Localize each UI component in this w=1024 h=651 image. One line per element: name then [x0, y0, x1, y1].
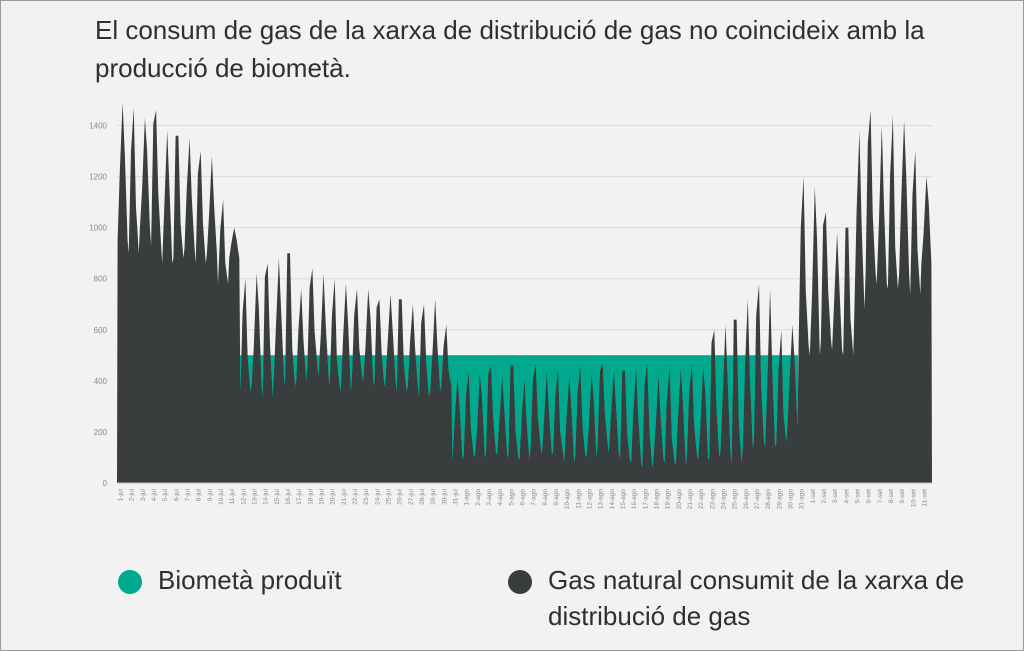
y-tick-label: 800 [94, 275, 108, 284]
x-tick-label: 28-ago [765, 489, 772, 510]
x-tick-label: 7-set [877, 489, 884, 504]
x-tick-label: 10-jul [218, 488, 225, 504]
x-tick-label: 25-jul [386, 488, 393, 504]
x-tick-label: 12-jul [240, 488, 247, 504]
x-tick-label: 3-set [832, 489, 839, 504]
x-tick-label: 3-jul [140, 488, 147, 501]
x-tick-label: 26-ago [743, 489, 750, 510]
x-tick-label: 23-jul [363, 488, 370, 504]
x-tick-label: 12-ago [587, 489, 594, 510]
x-tick-label: 2-jul [129, 488, 136, 501]
x-tick-label: 4-set [843, 489, 850, 504]
y-tick-label: 1200 [89, 173, 107, 182]
x-tick-label: 11-ago [575, 489, 582, 509]
legend-swatch-natural-gas [508, 570, 532, 594]
x-tick-label: 19-jul [319, 488, 326, 504]
x-tick-label: 4-jul [151, 488, 158, 501]
x-tick-label: 28-jul [419, 488, 426, 504]
y-tick-label: 400 [94, 377, 108, 386]
x-tick-label: 1-set [810, 489, 817, 504]
x-tick-label: 30-jul [441, 488, 448, 504]
x-tick-label: 8-ago [542, 489, 549, 506]
x-tick-label: 11-jul [229, 488, 236, 504]
x-tick-label: 8-set [888, 489, 895, 504]
x-tick-label: 17-jul [296, 488, 303, 504]
x-tick-label: 1-ago [464, 489, 471, 506]
x-tick-label: 27-jul [408, 488, 415, 504]
x-tick-label: 18-jul [307, 488, 314, 504]
x-tick-label: 14-ago [609, 489, 616, 510]
x-tick-label: 2-ago [475, 489, 482, 506]
x-tick-label: 10-set [910, 489, 917, 507]
natural-gas-area [117, 102, 932, 483]
x-tick-label: 20-ago [676, 489, 683, 510]
chart-title: El consum de gas de la xarxa de distribu… [95, 15, 925, 83]
legend-label-biomethane: Biometà produït [158, 565, 342, 595]
x-tick-label: 5-jul [162, 488, 169, 501]
x-tick-label: 16-jul [285, 488, 292, 504]
legend-item-natural-gas: Gas natural consumit de la xarxa de dist… [508, 565, 978, 634]
x-tick-label: 15-ago [620, 489, 627, 510]
x-tick-label: 24-jul [374, 488, 381, 504]
x-tick-label: 30-ago [787, 489, 794, 510]
x-tick-label: 13-ago [598, 489, 605, 510]
x-tick-label: 5-set [854, 489, 861, 504]
x-tick-label: 31-ago [799, 489, 806, 510]
x-tick-label: 22-jul [352, 488, 359, 504]
x-tick-label: 3-ago [486, 489, 493, 506]
x-tick-label: 6-ago [520, 489, 527, 506]
x-tick-label: 14-jul [263, 488, 270, 504]
x-tick-label: 5-ago [508, 489, 515, 506]
y-tick-label: 200 [94, 428, 108, 437]
x-tick-label: 24-ago [721, 489, 728, 510]
x-tick-label: 7-ago [531, 489, 538, 506]
x-tick-label: 29-jul [430, 488, 437, 504]
x-tick-label: 27-ago [754, 489, 761, 510]
y-tick-label: 1400 [89, 122, 107, 131]
x-tick-label: 20-jul [330, 488, 337, 504]
x-tick-label: 9-ago [553, 489, 560, 506]
y-tick-label: 600 [94, 326, 108, 335]
x-tick-label: 2-set [821, 489, 828, 504]
x-tick-label: 8-jul [196, 488, 203, 501]
legend-swatch-biomethane [118, 570, 142, 594]
x-tick-label: 26-jul [397, 488, 404, 504]
y-tick-label: 1000 [89, 224, 107, 233]
x-tick-label: 18-ago [654, 489, 661, 510]
y-tick-label: 0 [103, 479, 108, 488]
x-tick-label: 17-ago [642, 489, 649, 510]
x-tick-label: 4-ago [497, 489, 504, 506]
x-tick-label: 29-ago [776, 489, 783, 510]
legend-item-biomethane: Biometà produït [118, 565, 458, 598]
x-tick-label: 13-jul [252, 488, 259, 504]
x-tick-label: 21-ago [687, 489, 694, 510]
x-tick-label: 6-set [866, 489, 873, 504]
legend-label-natural-gas: Gas natural consumit de la xarxa de dist… [548, 565, 965, 631]
x-tick-label: 23-ago [709, 489, 716, 510]
x-tick-label: 9-set [899, 489, 906, 504]
x-tick-label: 10-ago [564, 489, 571, 510]
x-tick-label: 15-jul [274, 488, 281, 504]
x-tick-label: 9-jul [207, 488, 214, 501]
x-tick-label: 25-ago [732, 489, 739, 510]
x-tick-label: 6-jul [173, 488, 180, 501]
x-tick-label: 22-ago [698, 489, 705, 510]
x-tick-label: 11-set [921, 489, 928, 507]
x-tick-label: 16-ago [631, 489, 638, 510]
x-tick-label: 31-jul [453, 488, 460, 504]
x-tick-label: 21-jul [341, 488, 348, 504]
x-tick-label: 7-jul [185, 488, 192, 501]
x-tick-label: 19-ago [665, 489, 672, 510]
x-tick-label: 1-jul [118, 488, 125, 501]
